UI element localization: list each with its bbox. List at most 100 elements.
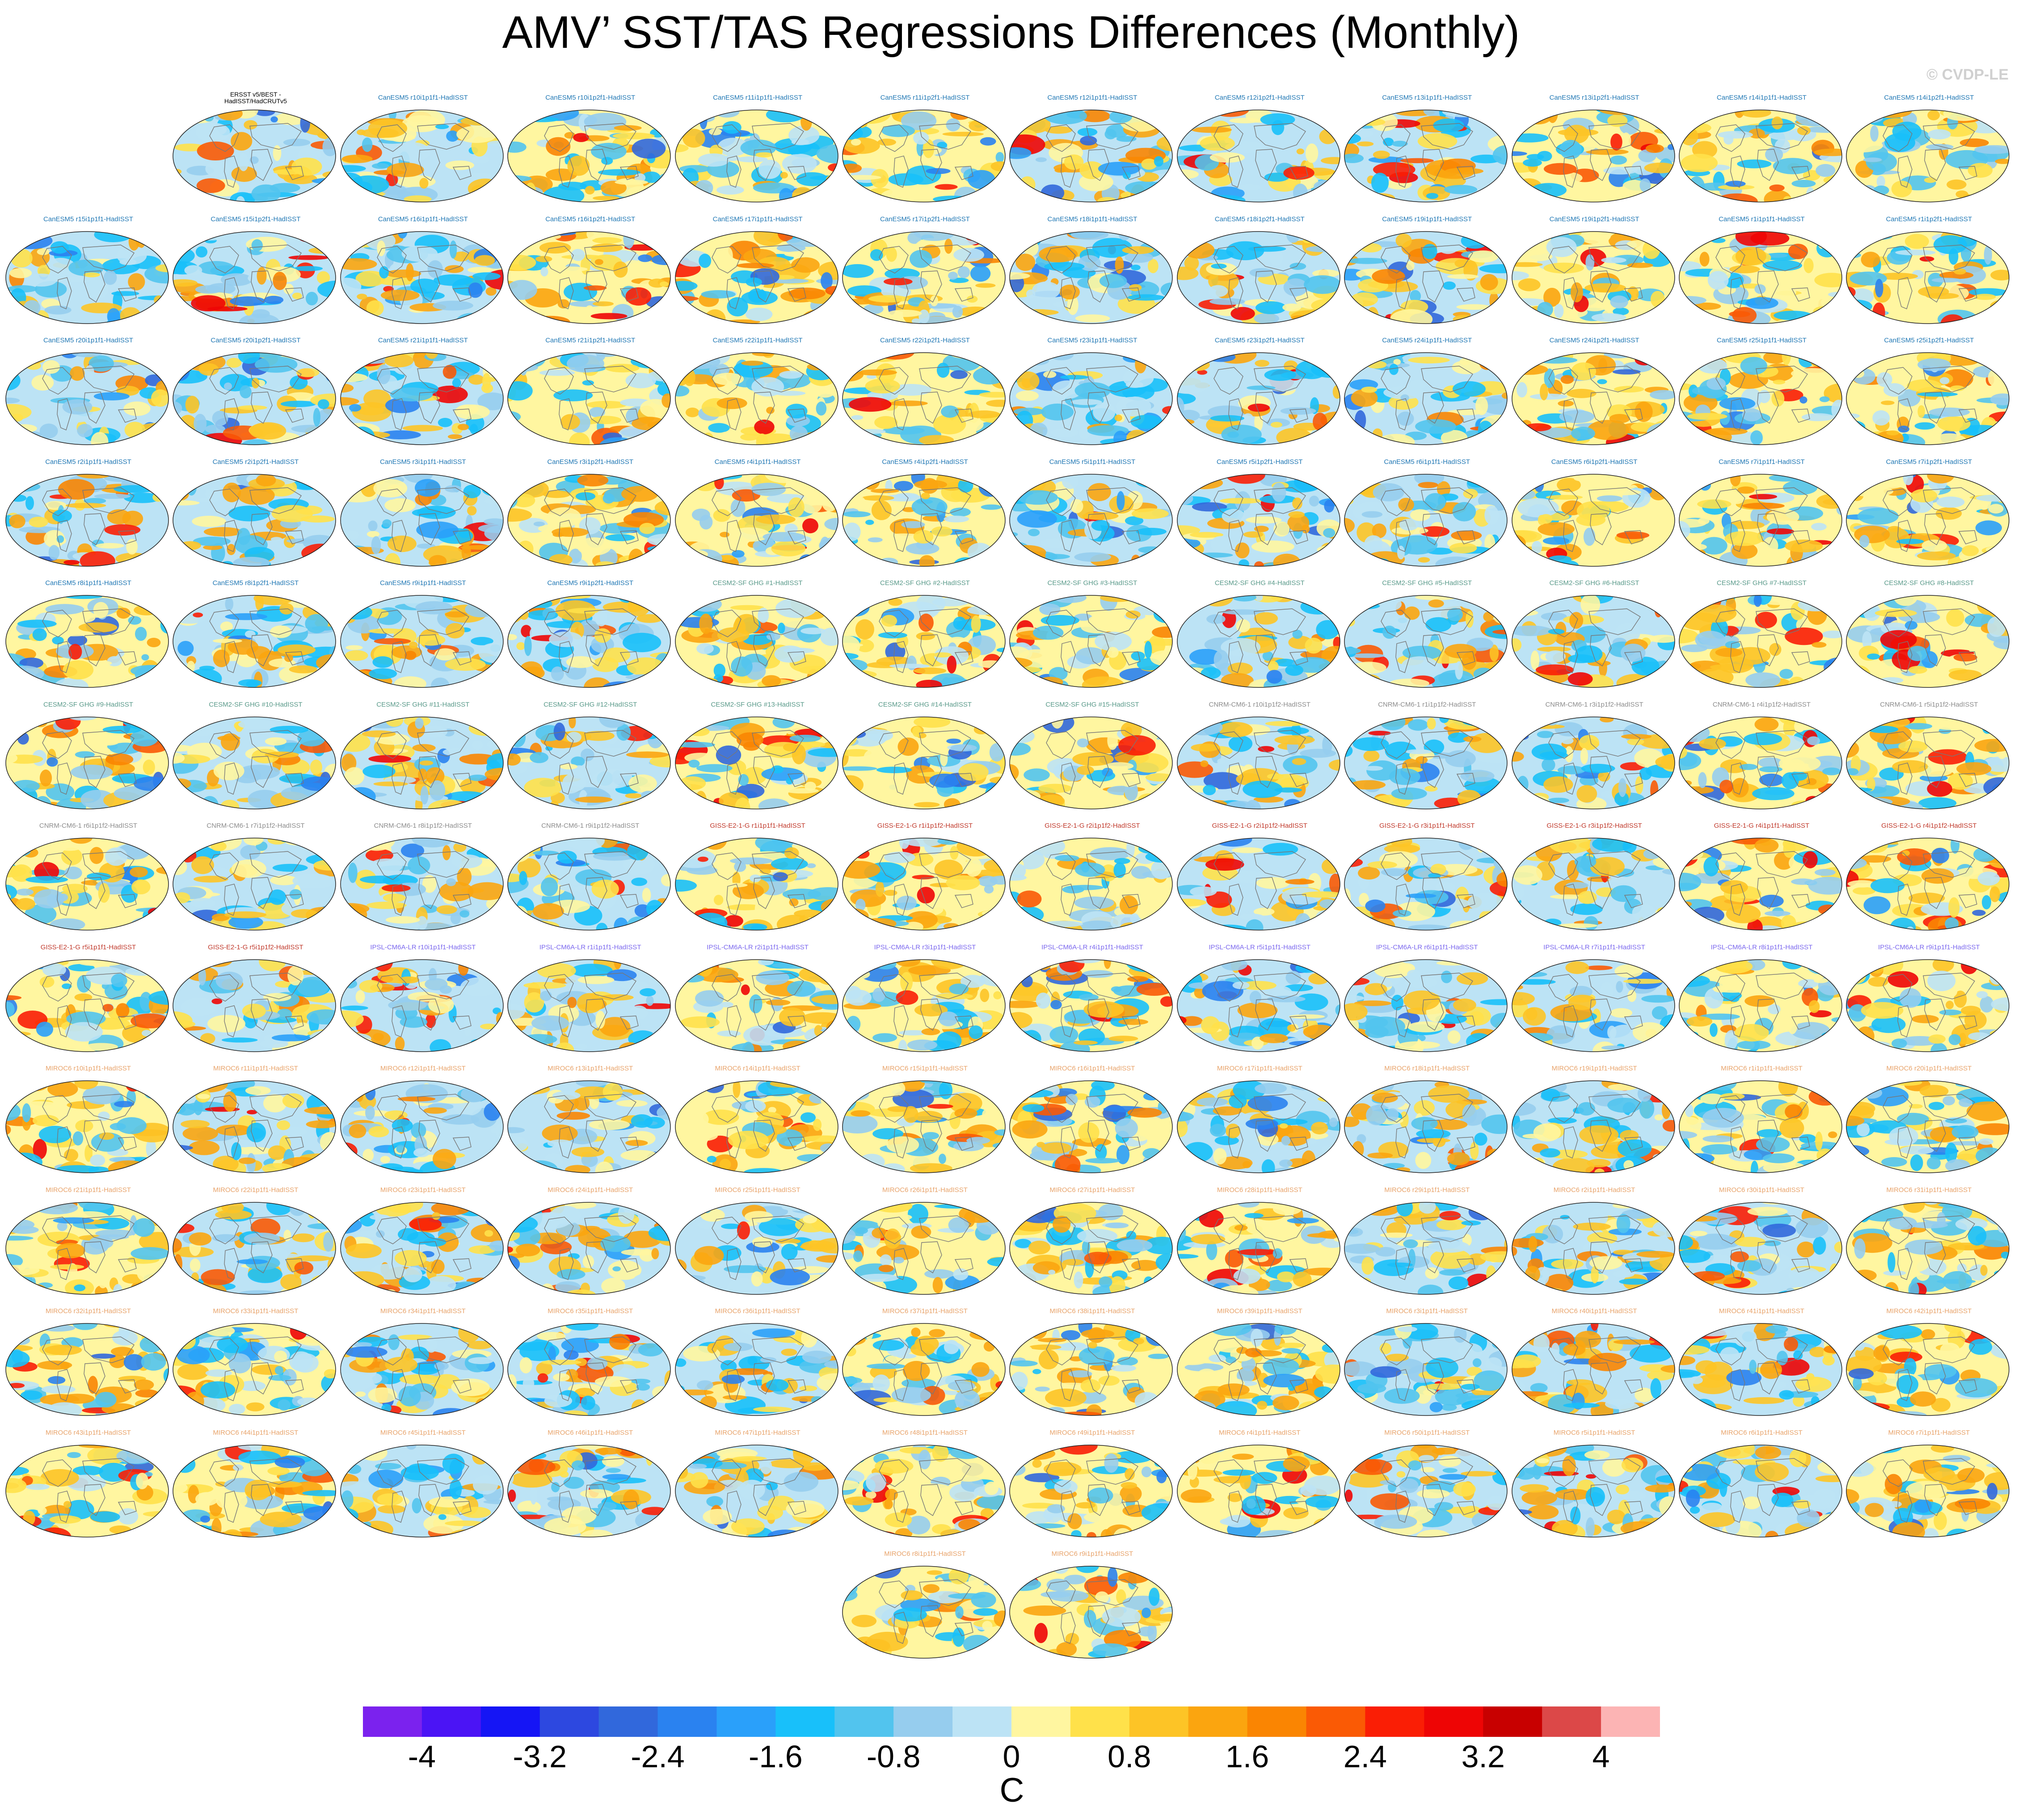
panel-label: GISS-E2-1-G r3i1p1f2-HadISST: [1546, 822, 1642, 830]
colorbar-swatch: [421, 1706, 481, 1737]
map-panel: CNRM-CM6-1 r4i1p1f2-HadISST: [1678, 701, 1845, 815]
panel-label: MIROC6 r47i1p1f1-HadISST: [715, 1428, 800, 1437]
global-map: [1177, 231, 1340, 324]
map-panel: MIROC6 r10i1p1f1-HadISST: [4, 1065, 172, 1179]
map-panel: GISS-E2-1-G r3i1p1f1-HadISST: [1343, 822, 1511, 936]
panel-label: MIROC6 r11i1p1f1-HadISST: [213, 1065, 298, 1072]
panel-label: CanESM5 r10i1p2f1-HadISST: [545, 94, 636, 101]
watermark: © CVDP-LE: [1926, 66, 2009, 83]
panel-label: CanESM5 r21i1p1f1-HadISST: [378, 337, 468, 344]
map-panel: CanESM5 r12i1p2f1-HadISST: [1176, 94, 1344, 208]
panel-label: CNRM-CM6-1 r10i1p1f2-HadISST: [1209, 700, 1311, 708]
global-map: [842, 231, 1006, 324]
panel-label: IPSL-CM6A-LR r4i1p1f1-HadISST: [1041, 943, 1143, 951]
global-map: [5, 1323, 169, 1416]
map-panel: MIROC6 r28i1p1f1-HadISST: [1176, 1186, 1344, 1300]
panel-label: IPSL-CM6A-LR r1i1p1f1-HadISST: [539, 943, 641, 951]
global-map: [340, 595, 504, 688]
panel-label: CNRM-CM6-1 r4i1p1f2-HadISST: [1712, 700, 1811, 708]
map-panel: MIROC6 r19i1p1f1-HadISST: [1511, 1065, 1678, 1179]
global-map: [1344, 716, 1508, 809]
panel-label: CanESM5 r3i1p1f1-HadISST: [380, 458, 466, 466]
global-map: [1511, 1080, 1675, 1173]
global-map: [173, 595, 337, 688]
global-map: [1846, 838, 2010, 931]
panel-label: MIROC6 r31i1p1f1-HadISST: [1886, 1186, 1972, 1194]
global-map: [674, 1444, 838, 1538]
map-panel: CNRM-CM6-1 r10i1p1f2-HadISST: [1176, 701, 1344, 815]
map-panel: CanESM5 r20i1p2f1-HadISST: [172, 337, 339, 451]
global-map: [5, 959, 169, 1052]
colorbar-swatch: [598, 1706, 658, 1737]
panel-label: CanESM5 r13i1p1f1-HadISST: [1382, 94, 1472, 101]
global-map: [1846, 959, 2010, 1052]
panel-label: MIROC6 r9i1p1f1-HadISST: [1051, 1550, 1133, 1558]
map-panel: CanESM5 r5i1p1f1-HadISST: [1008, 458, 1176, 572]
global-map: [5, 595, 169, 688]
global-map: [674, 473, 838, 567]
global-map: [1177, 959, 1340, 1052]
global-map: [1009, 1080, 1173, 1173]
map-panel: CanESM5 r16i1p1f1-HadISST: [339, 215, 507, 329]
map-panel: MIROC6 r6i1p1f1-HadISST: [1678, 1429, 1845, 1543]
panel-label: MIROC6 r36i1p1f1-HadISST: [715, 1307, 800, 1315]
map-panel: MIROC6 r34i1p1f1-HadISST: [339, 1307, 507, 1421]
global-map: [1511, 231, 1675, 324]
panel-label: CanESM5 r24i1p2f1-HadISST: [1549, 337, 1639, 344]
map-panel: MIROC6 r4i1p1f1-HadISST: [1176, 1429, 1344, 1543]
colorbar-tick-label: -2.4: [631, 1739, 685, 1774]
colorbar-tick-label: 0: [1003, 1739, 1020, 1774]
map-panel: CESM2-SF GHG #12-HadISST: [506, 701, 674, 815]
map-panel: CNRM-CM6-1 r5i1p1f2-HadISST: [1845, 701, 2013, 815]
global-map: [1511, 110, 1675, 202]
colorbar-swatch: [893, 1706, 953, 1737]
map-panel: CESM2-SF GHG #3-HadISST: [1008, 579, 1176, 693]
global-map: [340, 231, 504, 324]
global-map: [1344, 352, 1508, 445]
panel-label: CanESM5 r9i1p1f1-HadISST: [380, 579, 466, 587]
panel-label: IPSL-CM6A-LR r7i1p1f1-HadISST: [1543, 943, 1645, 951]
panel-label: CESM2-SF GHG #12-HadISST: [543, 700, 637, 708]
global-map: [1679, 1323, 1842, 1416]
map-panel: CanESM5 r9i1p1f1-HadISST: [339, 579, 507, 693]
map-panel: IPSL-CM6A-LR r9i1p1f1-HadISST: [1845, 944, 2013, 1057]
map-panel: CESM2-SF GHG #10-HadISST: [172, 701, 339, 815]
map-panel: CESM2-SF GHG #1-HadISST: [674, 579, 842, 693]
panel-label: MIROC6 r2i1p1f1-HadISST: [1553, 1186, 1635, 1194]
map-panel: MIROC6 r44i1p1f1-HadISST: [172, 1429, 339, 1543]
global-map: [674, 352, 838, 445]
map-panel: GISS-E2-1-G r2i1p1f2-HadISST: [1008, 822, 1176, 936]
global-map: [1846, 352, 2010, 445]
map-panel: CNRM-CM6-1 r1i1p1f2-HadISST: [1343, 701, 1511, 815]
colorbar-swatch: [1188, 1706, 1248, 1737]
map-panel: MIROC6 r35i1p1f1-HadISST: [506, 1307, 674, 1421]
global-map: [1344, 1444, 1508, 1538]
global-map: [674, 1080, 838, 1173]
panel-label: CNRM-CM6-1 r3i1p1f2-HadISST: [1545, 700, 1643, 708]
global-map: [173, 1201, 337, 1295]
panel-label: MIROC6 r25i1p1f1-HadISST: [715, 1186, 800, 1194]
global-map: [1511, 838, 1675, 931]
global-map: [842, 595, 1006, 688]
global-map: [1679, 959, 1842, 1052]
panel-label: MIROC6 r24i1p1f1-HadISST: [548, 1186, 633, 1194]
map-panel: CanESM5 r24i1p2f1-HadISST: [1511, 337, 1678, 451]
global-map: [842, 716, 1006, 809]
panel-label: CanESM5 r20i1p1f1-HadISST: [43, 337, 133, 344]
map-panel: MIROC6 r45i1p1f1-HadISST: [339, 1429, 507, 1543]
map-panel: MIROC6 r14i1p1f1-HadISST: [674, 1065, 842, 1179]
map-panel: CanESM5 r23i1p2f1-HadISST: [1176, 337, 1344, 451]
global-map: [1344, 838, 1508, 931]
map-panel: GISS-E2-1-G r4i1p1f2-HadISST: [1845, 822, 2013, 936]
panel-label: MIROC6 r22i1p1f1-HadISST: [213, 1186, 299, 1194]
map-panel: CanESM5 r5i1p2f1-HadISST: [1176, 458, 1344, 572]
global-map: [1679, 352, 1842, 445]
panel-label: IPSL-CM6A-LR r9i1p1f1-HadISST: [1878, 943, 1980, 951]
panel-label: CNRM-CM6-1 r5i1p1f2-HadISST: [1880, 700, 1978, 708]
panel-label: CNRM-CM6-1 r6i1p1f2-HadISST: [39, 822, 138, 830]
global-map: [507, 716, 671, 809]
panel-label: CanESM5 r21i1p2f1-HadISST: [545, 337, 636, 344]
colorbar-tick-label: -4: [408, 1739, 436, 1774]
global-map: [1511, 473, 1675, 567]
panel-label: CanESM5 r20i1p2f1-HadISST: [211, 337, 301, 344]
